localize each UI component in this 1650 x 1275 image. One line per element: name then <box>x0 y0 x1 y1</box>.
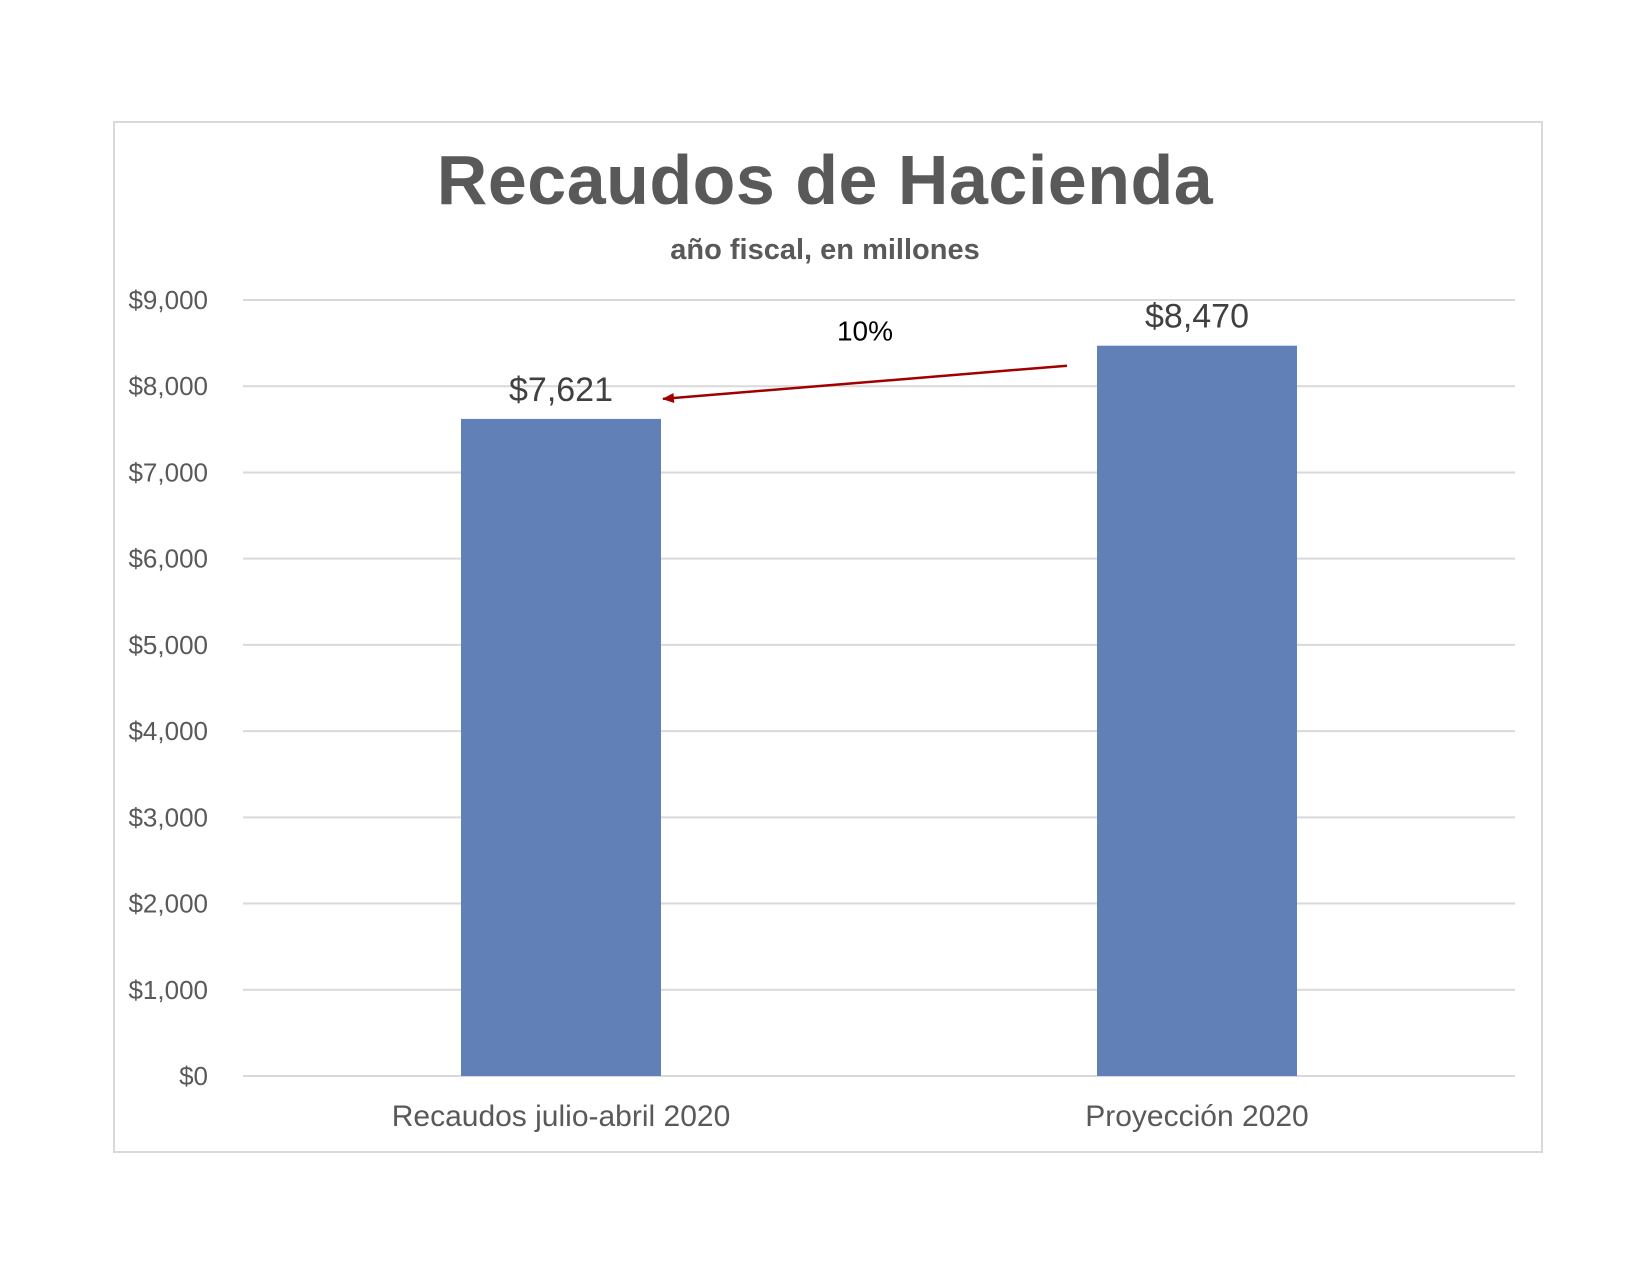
y-tick-label: $1,000 <box>128 975 208 1005</box>
bars <box>461 345 1297 1077</box>
gridlines <box>243 299 1515 1077</box>
y-tick-label: $5,000 <box>128 630 208 660</box>
y-tick-label: $6,000 <box>128 544 208 574</box>
x-axis-ticks: Recaudos julio-abril 2020 Proyección 2020 <box>392 1100 1309 1133</box>
y-tick-label: $2,000 <box>128 889 208 919</box>
y-tick-label: $9,000 <box>128 285 208 315</box>
data-labels: $7,621 $8,470 <box>509 298 1249 409</box>
bar-value-label: $8,470 <box>1145 298 1249 336</box>
annotation: 10% <box>662 316 1068 403</box>
chart-title: Recaudos de Hacienda <box>436 141 1214 219</box>
bar-value-label: $7,621 <box>509 371 613 409</box>
annotation-arrow <box>662 364 1068 403</box>
y-tick-label: $8,000 <box>128 371 208 401</box>
y-axis-ticks: $0 $1,000 $2,000 $3,000 $4,000 $5,000 $6,000 $7… <box>128 285 208 1091</box>
chart-subtitle: año fiscal, en millones <box>670 234 980 266</box>
y-tick-label: $0 <box>179 1061 208 1091</box>
bar <box>1097 345 1297 1077</box>
x-tick-label: Proyección 2020 <box>1085 1100 1308 1133</box>
bar <box>461 418 661 1076</box>
y-tick-label: $7,000 <box>128 457 208 487</box>
annotation-label: 10% <box>837 316 893 347</box>
y-tick-label: $4,000 <box>128 716 208 746</box>
x-tick-label: Recaudos julio-abril 2020 <box>392 1100 731 1133</box>
chart-frame <box>113 121 1543 1153</box>
y-tick-label: $3,000 <box>128 802 208 832</box>
